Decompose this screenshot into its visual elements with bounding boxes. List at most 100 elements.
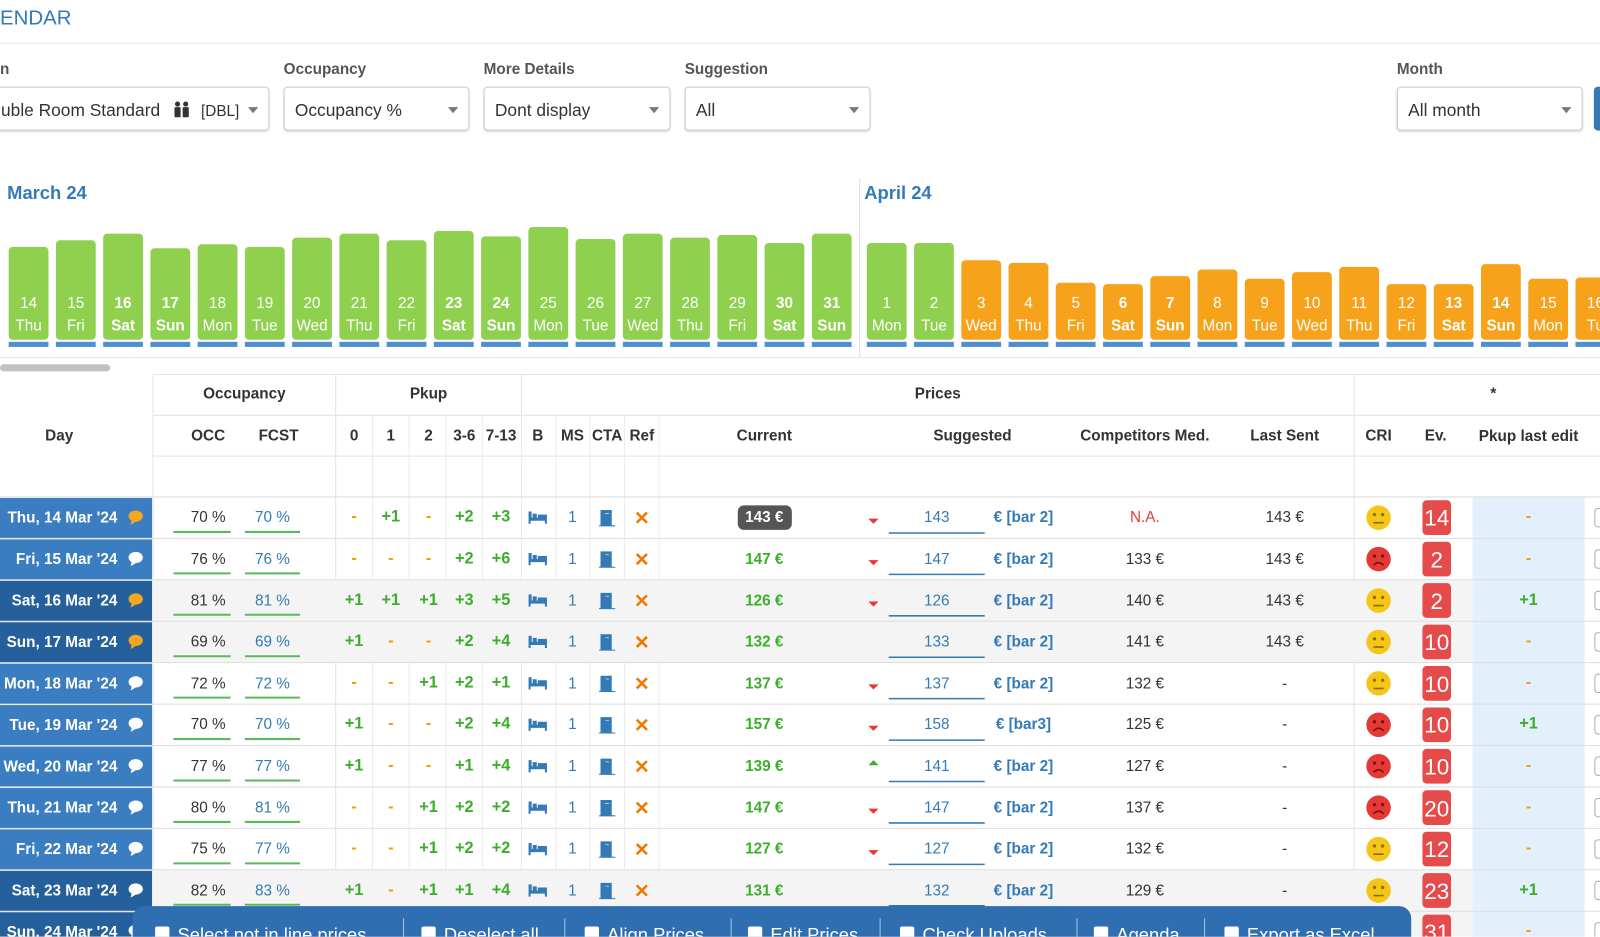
toolbar-button[interactable]: Check Uploads <box>922 924 1047 937</box>
door-shape <box>598 634 616 651</box>
face <box>1366 712 1391 738</box>
day-label: Fri, 15 Mar '24 <box>16 551 118 568</box>
bed-icon <box>528 842 547 856</box>
occ-value: 80 % <box>190 798 226 817</box>
day-number: 4 <box>1024 295 1033 312</box>
row-checkbox <box>1594 715 1600 735</box>
weekday: Sat <box>1111 318 1135 335</box>
day-stripe <box>1055 341 1096 347</box>
pickup-value: +1 <box>344 591 364 609</box>
suggested-price: 143 <box>923 508 950 527</box>
day-stripe <box>961 341 1002 347</box>
filter-label: Suggestion <box>684 60 769 79</box>
day-stripe <box>1433 341 1474 347</box>
ref-cross <box>635 635 648 648</box>
filter-select[interactable] <box>283 86 470 131</box>
cri-face <box>1366 505 1391 530</box>
scrollbar[interactable] <box>0 364 111 372</box>
last-sent: - <box>1282 674 1288 693</box>
ms-value: 1 <box>568 716 577 734</box>
pickup-value: +1 <box>344 757 364 775</box>
weekday: Thu <box>1015 318 1041 335</box>
toolbar-button[interactable]: Edit Prices <box>770 924 859 937</box>
day-number: 26 <box>587 295 604 312</box>
toolbar-icon <box>155 926 170 937</box>
weekday: Thu <box>15 318 41 335</box>
competitors-median: 140 € <box>1125 591 1165 610</box>
toolbar-button[interactable]: Align Prices <box>607 924 705 937</box>
comment-bubble <box>128 510 143 525</box>
current-price: 147 € <box>745 550 784 568</box>
pickup-value: - <box>425 757 432 775</box>
toolbar-separator <box>879 918 881 937</box>
pickup-value: +5 <box>491 591 511 609</box>
row-checkbox <box>1594 880 1600 901</box>
weekday: Tu <box>1587 318 1600 335</box>
filter-select[interactable] <box>1396 86 1583 131</box>
toolbar-button[interactable]: Deselect all <box>443 924 539 937</box>
day-number: 30 <box>776 295 793 312</box>
day-label: Sat, 16 Mar '24 <box>12 593 118 610</box>
face <box>1366 505 1391 530</box>
filter-select[interactable] <box>0 86 270 131</box>
door-icon <box>598 675 616 693</box>
eye <box>1381 802 1385 807</box>
ms-value: 1 <box>568 757 577 775</box>
day-stripe <box>575 341 616 347</box>
day-stripe <box>1386 341 1427 347</box>
event-count: 10 <box>1424 671 1450 697</box>
fcst-value: 76 % <box>254 550 290 568</box>
weekday: Mon <box>872 318 902 335</box>
bed-icon <box>528 511 547 524</box>
column-header: Current <box>736 427 792 445</box>
pickup-value: - <box>388 757 394 775</box>
column-header: 3-6 <box>453 427 476 445</box>
weekday: Thu <box>346 318 372 335</box>
comment-bubble <box>128 800 143 815</box>
occupancy-bar <box>1575 277 1600 340</box>
column-header: Last Sent <box>1250 427 1320 445</box>
day-label: Wed, 20 Mar '24 <box>3 758 117 775</box>
room-code: [DBL] <box>201 102 240 120</box>
day-number: 20 <box>304 295 321 312</box>
occupancy-bar <box>103 233 143 340</box>
eye <box>1381 512 1385 517</box>
action-button[interactable] <box>1593 86 1600 131</box>
pickup-value: +2 <box>454 549 474 568</box>
suggested-price: 141 <box>923 757 950 775</box>
ms-value: 1 <box>568 881 577 900</box>
suggested-price: 127 <box>923 840 950 858</box>
pickup-value: - <box>351 674 357 692</box>
bed-icon <box>528 718 547 731</box>
toolbar-button[interactable]: Export as Excel <box>1246 924 1375 937</box>
day-number: 24 <box>493 295 511 312</box>
comment-bubble <box>128 593 143 608</box>
toolbar-button[interactable]: Select not in line prices <box>177 924 367 937</box>
door-shape <box>598 592 616 610</box>
divider <box>0 357 1600 359</box>
day-stripe <box>55 341 96 347</box>
day-stripe <box>150 341 191 347</box>
weekday: Mon <box>1533 318 1563 335</box>
day-cell <box>0 497 153 539</box>
pickup-value: +1 <box>419 839 438 858</box>
ms-value: 1 <box>568 798 577 817</box>
weekday: Wed <box>1296 318 1327 335</box>
toolbar-button[interactable]: Agenda <box>1116 924 1180 937</box>
day-stripe <box>866 341 907 347</box>
row-checkbox <box>1594 632 1600 652</box>
pickup-last: - <box>1525 798 1532 816</box>
filter-select[interactable] <box>684 86 871 131</box>
face <box>1366 588 1391 613</box>
row-shade <box>153 579 1473 622</box>
eye <box>1372 595 1377 600</box>
ref-cross <box>635 843 648 856</box>
column-header: Competitors Med. <box>1080 427 1210 445</box>
occ-value: 77 % <box>190 757 226 775</box>
filter-select[interactable] <box>483 86 671 131</box>
door-shape <box>598 758 616 776</box>
event-count: 20 <box>1424 795 1450 821</box>
event-badge <box>1422 541 1452 577</box>
column-header: MS <box>560 427 584 445</box>
price-badge <box>737 505 792 530</box>
